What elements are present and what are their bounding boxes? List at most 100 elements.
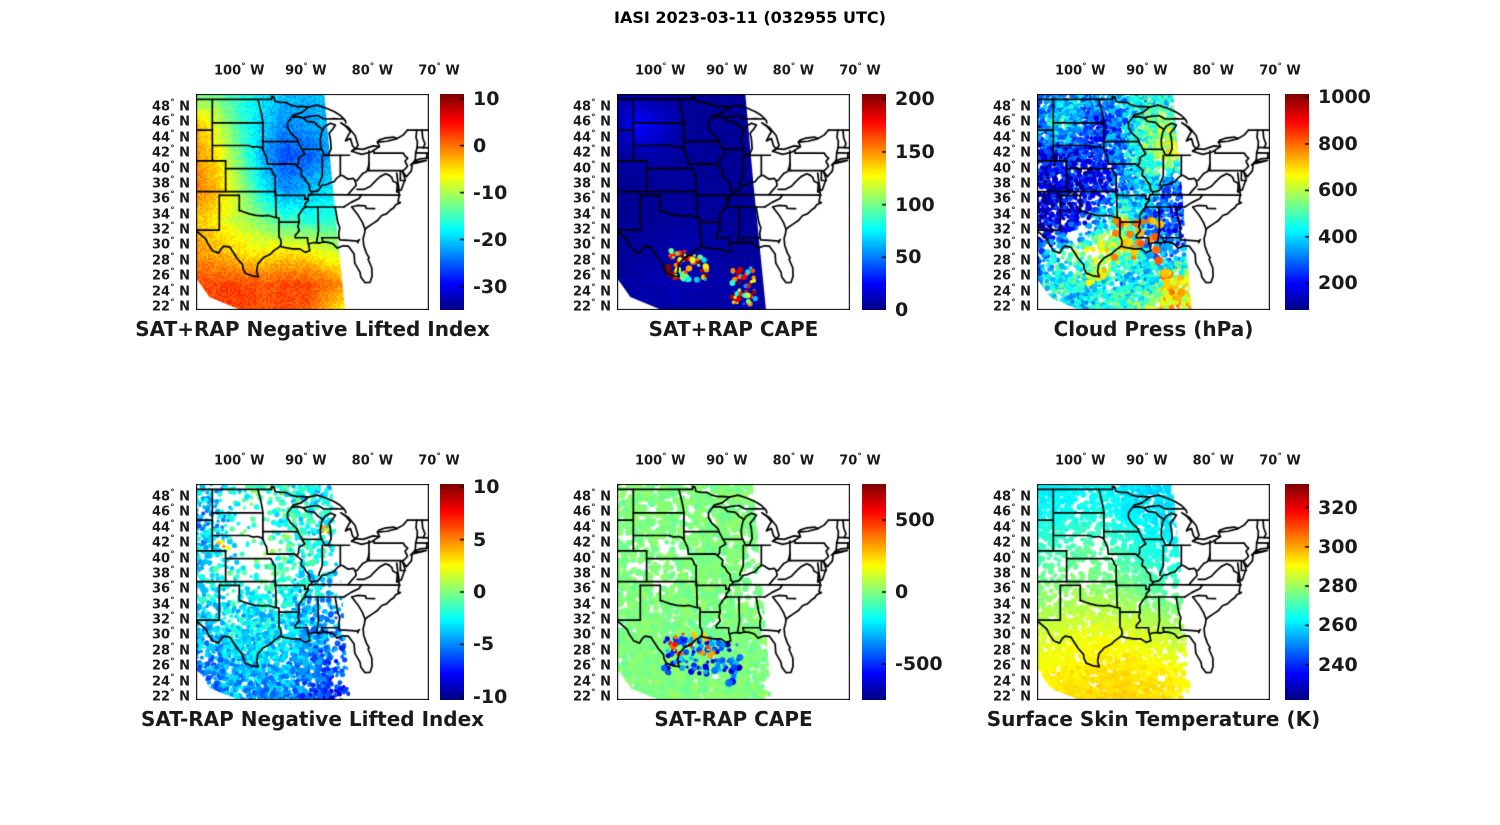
lat-tick-label: 48° N: [992, 488, 1031, 505]
lon-tick-label: 100° W: [635, 62, 686, 79]
lat-tick-label: 48° N: [572, 488, 611, 505]
colorbar-tick-label: 400: [1318, 225, 1358, 248]
map-canvas-3: [196, 484, 429, 700]
lat-tick-label: 38° N: [151, 565, 190, 582]
lat-tick-label: 28° N: [151, 251, 190, 269]
lat-tick-label: 44° N: [151, 128, 190, 146]
lon-tick-label: 90° W: [706, 452, 748, 469]
lat-tick-label: 24° N: [572, 672, 611, 690]
lon-tick-label: 80° W: [772, 452, 815, 469]
lat-tick-label: 48° N: [151, 488, 190, 505]
lon-tick-label: 100° W: [1055, 62, 1106, 79]
lat-tick-label: 38° N: [572, 565, 611, 582]
lon-tick-label: 90° W: [285, 62, 327, 79]
lat-tick-label: 44° N: [151, 518, 190, 536]
lat-tick-label: 46° N: [572, 113, 611, 130]
lat-tick-label: 38° N: [992, 565, 1031, 582]
lon-tick-label: 80° W: [351, 452, 394, 469]
colorbar-tick-label: 0: [473, 134, 487, 157]
lat-tick-label: 32° N: [151, 221, 190, 238]
lat-tick-label: 22° N: [992, 688, 1031, 705]
panel-title-4: SAT-RAP CAPE: [654, 707, 813, 731]
lon-tick-label: 100° W: [635, 452, 686, 469]
colorbar-tick-label: 300: [1318, 535, 1358, 558]
lat-tick-label: 28° N: [992, 251, 1031, 269]
lat-tick-label: 36° N: [572, 190, 611, 207]
colorbar-1: [862, 94, 886, 310]
lat-tick-label: 36° N: [992, 580, 1031, 597]
lat-tick-label: 44° N: [992, 128, 1031, 146]
colorbar-3: [440, 484, 464, 700]
lat-tick-label: 40° N: [572, 549, 611, 567]
lat-tick-label: 40° N: [151, 159, 190, 177]
colorbar-tick-label: 240: [1318, 653, 1358, 676]
lat-tick-label: 30° N: [992, 236, 1031, 253]
lat-tick-label: 26° N: [572, 267, 611, 284]
lat-tick-label: 40° N: [151, 549, 190, 567]
lat-tick-label: 30° N: [151, 626, 190, 643]
lat-tick-label: 24° N: [151, 672, 190, 690]
lat-tick-label: 42° N: [572, 144, 611, 161]
lat-tick-label: 44° N: [572, 128, 611, 146]
lat-tick-label: 40° N: [992, 159, 1031, 177]
lat-tick-label: 40° N: [992, 549, 1031, 567]
lon-tick-label: 70° W: [418, 62, 460, 79]
lat-tick-label: 42° N: [151, 144, 190, 161]
colorbar-tick-label: 600: [1318, 179, 1358, 202]
lon-tick-label: 90° W: [1126, 452, 1168, 469]
lat-tick-label: 28° N: [992, 641, 1031, 659]
lon-tick-label: 80° W: [1192, 452, 1235, 469]
map-canvas-1: [617, 94, 850, 310]
lat-tick-label: 32° N: [572, 221, 611, 238]
lon-tick-label: 70° W: [1259, 452, 1301, 469]
lat-tick-label: 34° N: [151, 205, 190, 223]
lat-tick-label: 34° N: [572, 205, 611, 223]
lat-tick-label: 28° N: [572, 641, 611, 659]
panel-title-3: SAT-RAP Negative Lifted Index: [140, 707, 485, 731]
lat-tick-label: 22° N: [151, 688, 190, 705]
colorbar-tick-label: 200: [895, 88, 935, 111]
lon-tick-label: 70° W: [839, 452, 881, 469]
lat-tick-label: 30° N: [572, 626, 611, 643]
lat-tick-label: 40° N: [572, 159, 611, 177]
lat-tick-label: 44° N: [992, 518, 1031, 536]
colorbar-tick-label: 260: [1318, 614, 1358, 637]
colorbar-4: [862, 484, 886, 700]
lat-tick-label: 42° N: [992, 534, 1031, 551]
lon-tick-label: 80° W: [772, 62, 815, 79]
lon-tick-label: 70° W: [1259, 62, 1301, 79]
colorbar-tick-label: -10: [473, 181, 508, 204]
map-canvas-0: [196, 94, 429, 310]
colorbar-tick-label: 200: [1318, 272, 1358, 295]
map-canvas-2: [1037, 94, 1270, 310]
colorbar-tick-label: 10: [473, 87, 500, 110]
lat-tick-label: 36° N: [572, 580, 611, 597]
lat-tick-label: 32° N: [572, 611, 611, 628]
lat-tick-label: 38° N: [572, 175, 611, 192]
lat-tick-label: 36° N: [151, 190, 190, 207]
panel-title-5: Surface Skin Temperature (K): [986, 707, 1321, 731]
lat-tick-label: 26° N: [572, 657, 611, 674]
lat-tick-label: 34° N: [992, 595, 1031, 613]
colorbar-tick-label: 100: [895, 193, 935, 216]
lat-tick-label: 22° N: [151, 298, 190, 315]
colorbar-0: [440, 94, 464, 310]
colorbar-tick-label: 5: [473, 528, 487, 551]
lon-tick-label: 90° W: [285, 452, 327, 469]
lat-tick-label: 30° N: [151, 236, 190, 253]
lat-tick-label: 24° N: [151, 282, 190, 300]
colorbar-tick-label: -5: [473, 633, 495, 656]
lat-tick-label: 24° N: [992, 282, 1031, 300]
colorbar-tick-label: 0: [895, 581, 909, 603]
map-canvas-5: [1037, 484, 1270, 700]
lat-tick-label: 44° N: [572, 518, 611, 536]
lat-tick-label: 26° N: [151, 267, 190, 284]
colorbar-tick-label: 150: [895, 140, 935, 163]
lat-tick-label: 34° N: [572, 595, 611, 613]
lat-tick-label: 28° N: [572, 251, 611, 269]
lat-tick-label: 42° N: [992, 144, 1031, 161]
lat-tick-label: 46° N: [992, 503, 1031, 520]
panel-title-1: SAT+RAP CAPE: [648, 317, 819, 341]
colorbar-tick-label: -10: [473, 685, 508, 708]
lat-tick-label: 32° N: [151, 611, 190, 628]
